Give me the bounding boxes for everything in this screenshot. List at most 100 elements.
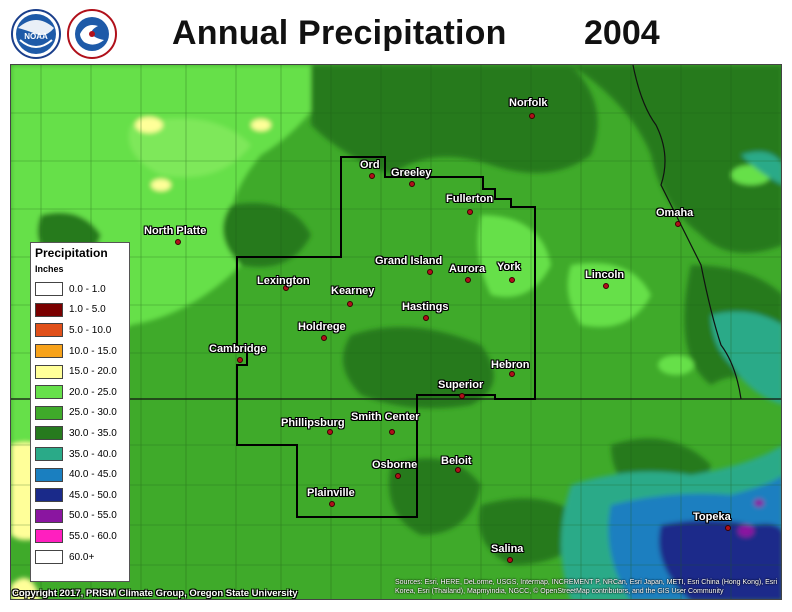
forecast-area-outline xyxy=(236,156,536,518)
city-dot-fullerton xyxy=(467,209,473,215)
legend-label: 40.0 - 45.0 xyxy=(69,469,117,481)
legend-swatch xyxy=(35,405,63,420)
city-label-ord: Ord xyxy=(360,159,380,171)
city-dot-cambridge xyxy=(237,357,243,363)
city-label-salina: Salina xyxy=(491,543,524,555)
city-dot-omaha xyxy=(675,221,681,227)
city-dot-grand-island xyxy=(427,269,433,275)
legend-swatch xyxy=(35,364,63,379)
legend-label: 20.0 - 25.0 xyxy=(69,386,117,398)
legend-label: 30.0 - 35.0 xyxy=(69,427,117,439)
basemap-attribution: Sources: Esri, HERE, DeLorme, USGS, Inte… xyxy=(395,579,778,595)
city-dot-hastings xyxy=(423,315,429,321)
legend-label: 55.0 - 60.0 xyxy=(69,530,117,542)
legend-item: 5.0 - 10.0 xyxy=(35,320,125,341)
city-label-lincoln: Lincoln xyxy=(585,269,625,281)
legend-item: 1.0 - 5.0 xyxy=(35,300,125,321)
city-label-hastings: Hastings xyxy=(402,301,449,313)
city-dot-york xyxy=(509,277,515,283)
city-label-grand-island: Grand Island xyxy=(375,255,443,267)
city-label-kearney: Kearney xyxy=(331,285,375,297)
legend-swatch xyxy=(35,488,63,503)
city-dot-salina xyxy=(507,557,513,563)
city-dot-holdrege xyxy=(321,335,327,341)
city-label-fullerton: Fullerton xyxy=(446,193,494,205)
legend-swatch xyxy=(35,447,63,462)
svg-text:NOAA: NOAA xyxy=(24,32,48,41)
city-dot-smith-center xyxy=(389,429,395,435)
legend-swatch xyxy=(35,529,63,544)
nws-logo xyxy=(67,9,117,59)
city-label-aurora: Aurora xyxy=(449,263,486,275)
river-border xyxy=(632,65,742,400)
city-label-beloit: Beloit xyxy=(441,455,472,467)
legend-label: 35.0 - 40.0 xyxy=(69,448,117,460)
city-dot-plainville xyxy=(329,501,335,507)
city-label-smith-center: Smith Center xyxy=(351,411,420,423)
precip-regions xyxy=(11,65,781,599)
legend-item: 50.0 - 55.0 xyxy=(35,506,125,527)
legend-item: 60.0+ xyxy=(35,547,125,568)
city-label-greeley: Greeley xyxy=(391,167,432,179)
city-dot-lexington xyxy=(283,285,289,291)
agency-logos: NOAA xyxy=(11,9,117,59)
legend-rows: 0.0 - 1.0 1.0 - 5.0 5.0 - 10.0 10.0 - 15.0 1… xyxy=(35,279,125,567)
legend-item: 15.0 - 20.0 xyxy=(35,361,125,382)
legend-swatch xyxy=(35,550,63,565)
legend-label: 15.0 - 20.0 xyxy=(69,366,117,378)
legend-item: 20.0 - 25.0 xyxy=(35,382,125,403)
city-label-north-platte: North Platte xyxy=(144,225,207,237)
city-label-lexington: Lexington xyxy=(257,275,310,287)
legend-swatch xyxy=(35,282,63,297)
legend-label: 10.0 - 15.0 xyxy=(69,345,117,357)
map-year: 2004 xyxy=(584,14,660,52)
legend-swatch xyxy=(35,302,63,317)
city-label-cambridge: Cambridge xyxy=(209,343,267,355)
city-label-topeka: Topeka xyxy=(693,511,731,523)
city-dot-hebron xyxy=(509,371,515,377)
legend: Precipitation Inches 0.0 - 1.0 1.0 - 5.0 5… xyxy=(30,242,130,582)
legend-item: 35.0 - 40.0 xyxy=(35,444,125,465)
city-label-holdrege: Holdrege xyxy=(298,321,346,333)
legend-item: 55.0 - 60.0 xyxy=(35,526,125,547)
map-canvas xyxy=(11,65,781,599)
city-label-superior: Superior xyxy=(438,379,484,391)
city-dot-topeka xyxy=(725,525,731,531)
precipitation-map: Norfolk Ord Greeley Fullerton North Plat… xyxy=(10,64,782,600)
legend-item: 30.0 - 35.0 xyxy=(35,423,125,444)
legend-swatch xyxy=(35,344,63,359)
city-label-osborne: Osborne xyxy=(372,459,418,471)
logos: NOAA xyxy=(10,8,120,65)
city-dot-superior xyxy=(459,393,465,399)
city-dot-kearney xyxy=(347,301,353,307)
city-label-plainville: Plainville xyxy=(307,487,355,499)
city-label-york: York xyxy=(497,261,521,273)
legend-item: 0.0 - 1.0 xyxy=(35,279,125,300)
legend-label: 0.0 - 1.0 xyxy=(69,283,106,295)
legend-label: 5.0 - 10.0 xyxy=(69,324,112,336)
city-label-norfolk: Norfolk xyxy=(509,97,548,109)
map-title: Annual Precipitation xyxy=(172,14,507,52)
legend-label: 25.0 - 30.0 xyxy=(69,407,117,419)
legend-swatch xyxy=(35,426,63,441)
legend-swatch xyxy=(35,508,63,523)
city-dot-aurora xyxy=(465,277,471,283)
city-dot-ord xyxy=(369,173,375,179)
legend-swatch xyxy=(35,385,63,400)
city-dot-north-platte xyxy=(175,239,181,245)
legend-swatch xyxy=(35,323,63,338)
city-dot-osborne xyxy=(395,473,401,479)
city-label-phillipsburg: Phillipsburg xyxy=(281,417,345,429)
city-label-hebron: Hebron xyxy=(491,359,530,371)
legend-swatch xyxy=(35,467,63,482)
legend-item: 40.0 - 45.0 xyxy=(35,464,125,485)
legend-label: 1.0 - 5.0 xyxy=(69,304,106,316)
legend-item: 10.0 - 15.0 xyxy=(35,341,125,362)
legend-label: 50.0 - 55.0 xyxy=(69,510,117,522)
city-dot-phillipsburg xyxy=(327,429,333,435)
legend-units: Inches xyxy=(35,264,64,274)
legend-title: Precipitation xyxy=(35,246,108,260)
city-dot-greeley xyxy=(409,181,415,187)
noaa-logo: NOAA xyxy=(11,9,61,59)
copyright-text: Copyright 2017, PRISM Climate Group, Ore… xyxy=(12,588,298,599)
